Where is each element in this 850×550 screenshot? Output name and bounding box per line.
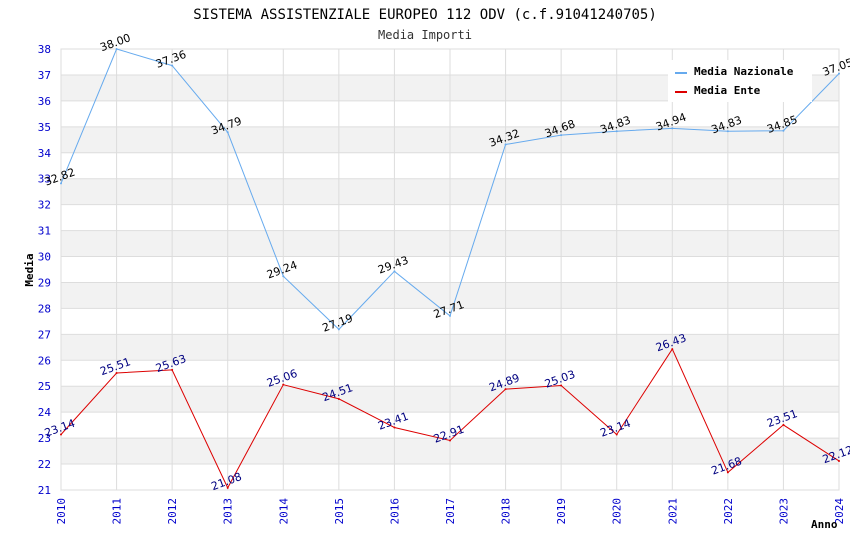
data-point: [615, 433, 618, 436]
data-point: [671, 127, 674, 130]
x-tick-label: 2023: [777, 498, 790, 525]
y-tick-label: 31: [38, 225, 51, 238]
data-point: [726, 130, 729, 133]
data-label: 29.24: [265, 258, 299, 281]
y-axis-label: Media: [23, 253, 36, 286]
legend-box: [668, 60, 812, 102]
x-tick-label: 2018: [500, 498, 513, 525]
y-tick-label: 37: [38, 69, 51, 82]
data-point: [449, 439, 451, 442]
data-point: [171, 368, 174, 371]
data-label: 37.36: [154, 48, 188, 71]
y-tick-label: 30: [38, 251, 51, 264]
y-tick-label: 35: [38, 121, 51, 134]
data-point: [560, 384, 563, 387]
data-point: [282, 383, 285, 386]
y-tick-label: 38: [38, 43, 51, 56]
data-point: [449, 314, 451, 317]
x-tick-label: 2017: [444, 498, 457, 525]
data-point: [782, 129, 785, 132]
data-point: [226, 486, 229, 489]
data-point: [282, 275, 285, 278]
legend: Media Nazionale Media Ente: [668, 60, 812, 102]
data-point: [838, 72, 840, 75]
y-tick-label: 29: [38, 276, 51, 289]
y-tick-label: 25: [38, 380, 51, 393]
data-point: [726, 471, 729, 474]
legend-label-media-nazionale: Media Nazionale: [694, 65, 794, 78]
data-label: 27.19: [321, 312, 355, 335]
data-point: [337, 397, 340, 400]
y-tick-label: 32: [38, 199, 51, 212]
x-tick-label: 2012: [166, 498, 179, 525]
y-tick-label: 23: [38, 432, 51, 445]
x-axis-label: Anno: [811, 518, 838, 531]
y-tick-label: 27: [38, 328, 51, 341]
data-point: [337, 328, 340, 331]
y-tick-label: 33: [38, 173, 51, 186]
y-tick-label: 28: [38, 302, 51, 315]
x-tick-label: 2010: [55, 498, 68, 525]
data-point: [615, 130, 618, 133]
x-tick-label: 2022: [722, 498, 735, 525]
x-tick-label: 2016: [388, 498, 401, 525]
data-point: [60, 182, 62, 185]
data-point: [115, 372, 118, 375]
x-tick-label: 2024: [833, 498, 846, 525]
y-tick-label: 21: [38, 484, 51, 497]
data-point: [782, 423, 785, 426]
data-point: [60, 433, 62, 436]
gridlines: [60, 48, 840, 491]
data-point: [393, 426, 396, 429]
x-tick-label: 2014: [277, 498, 290, 525]
x-tick-label: 2015: [333, 498, 346, 525]
x-tick-label: 2020: [611, 498, 624, 525]
plot-area-border: [60, 48, 840, 491]
y-tick-label: 22: [38, 458, 51, 471]
x-tick-label: 2013: [222, 498, 235, 525]
data-point: [560, 134, 563, 137]
y-tick-label: 36: [38, 95, 51, 108]
chart-subtitle: Media Importi: [378, 28, 472, 42]
data-label: 23.41: [376, 410, 410, 433]
y-tick-label: 34: [38, 147, 52, 160]
data-point: [115, 48, 118, 50]
y-tick-label: 26: [38, 354, 51, 367]
data-point: [504, 388, 507, 391]
chart-title: SISTEMA ASSISTENZIALE EUROPEO 112 ODV (c…: [193, 7, 657, 23]
data-point: [504, 143, 507, 146]
x-tick-label: 2021: [666, 498, 679, 525]
x-tick-label: 2019: [555, 498, 568, 525]
data-point: [838, 459, 840, 462]
data-point: [226, 131, 229, 134]
legend-label-media-ente: Media Ente: [694, 84, 761, 97]
y-tick-label: 24: [38, 406, 52, 419]
data-point: [171, 64, 174, 67]
data-point: [671, 348, 674, 351]
y-axis-ticks: 21 22 23 24 25 26 27 28 29 30 31 32 33 34 35 36 37 38: [38, 43, 52, 497]
data-label: 23.14: [598, 417, 632, 440]
data-point: [393, 270, 396, 273]
x-tick-label: 2011: [111, 498, 124, 525]
data-label: 23.14: [43, 417, 77, 440]
x-axis-ticks: 2010 2011 2012 2013 2014 2015 2016 2017 2018 2019…: [55, 498, 846, 525]
